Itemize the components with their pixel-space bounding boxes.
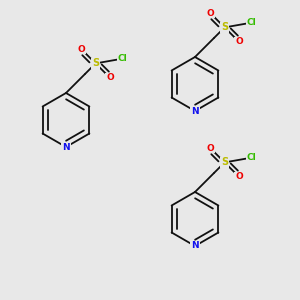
- Text: O: O: [106, 73, 114, 82]
- Text: N: N: [62, 142, 70, 152]
- Text: O: O: [235, 37, 243, 46]
- Text: Cl: Cl: [117, 54, 127, 63]
- Text: O: O: [77, 45, 85, 54]
- Text: S: S: [221, 22, 228, 32]
- Text: Cl: Cl: [246, 153, 256, 162]
- Text: S: S: [221, 158, 228, 167]
- Text: N: N: [191, 106, 199, 116]
- Text: S: S: [92, 58, 99, 68]
- Text: O: O: [206, 144, 214, 153]
- Text: O: O: [206, 9, 214, 18]
- Text: O: O: [235, 172, 243, 181]
- Text: N: N: [191, 242, 199, 250]
- Text: Cl: Cl: [246, 18, 256, 27]
